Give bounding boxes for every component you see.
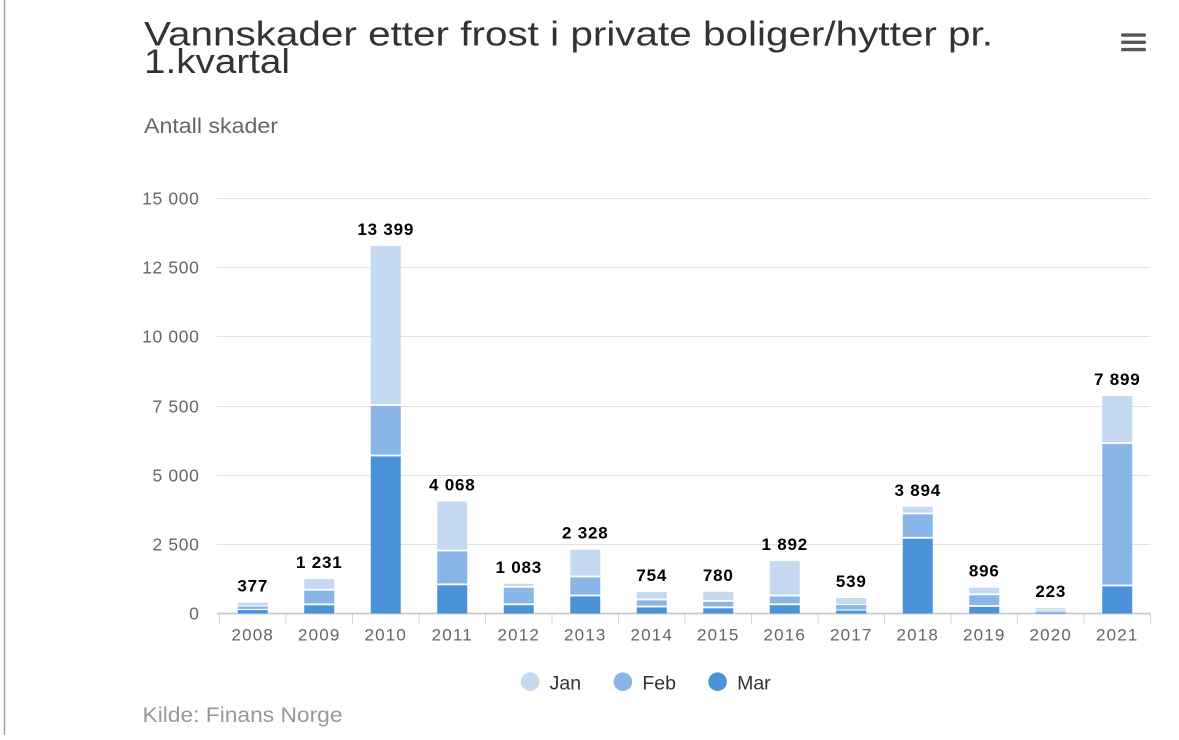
svg-text:780: 780 [703,566,734,585]
svg-text:2009: 2009 [298,626,341,645]
svg-text:754: 754 [636,566,667,585]
svg-text:2020: 2020 [1029,626,1072,645]
svg-text:1 892: 1 892 [761,535,808,554]
svg-text:223: 223 [1035,582,1066,601]
svg-text:7 500: 7 500 [152,397,199,417]
svg-text:2015: 2015 [697,626,740,645]
svg-text:2011: 2011 [432,626,473,645]
svg-text:2012: 2012 [497,626,540,645]
svg-text:2017: 2017 [830,626,873,645]
svg-text:1 083: 1 083 [495,558,542,577]
svg-text:1 231: 1 231 [296,553,343,572]
svg-text:896: 896 [969,562,1000,581]
svg-text:2021: 2021 [1096,626,1139,645]
svg-text:539: 539 [836,572,867,591]
svg-text:2014: 2014 [630,626,673,645]
svg-text:2019: 2019 [963,626,1006,645]
svg-text:Kilde: Finans Norge: Kilde: Finans Norge [143,704,343,727]
svg-text:Vannskader etter frost i priva: Vannskader etter frost i private boliger… [144,15,993,53]
svg-text:2013: 2013 [564,626,607,645]
svg-text:12 500: 12 500 [142,258,199,278]
svg-text:Antall skader: Antall skader [144,114,278,138]
svg-text:Feb: Feb [642,673,676,695]
svg-text:2018: 2018 [896,626,939,645]
svg-text:5 000: 5 000 [152,466,199,486]
svg-text:2008: 2008 [231,626,274,645]
svg-text:10 000: 10 000 [142,327,199,347]
svg-text:2 328: 2 328 [562,524,609,543]
svg-text:377: 377 [237,577,268,596]
svg-text:7 899: 7 899 [1094,370,1141,389]
svg-text:1.kvartal: 1.kvartal [144,43,290,81]
svg-text:15 000: 15 000 [142,189,199,209]
svg-text:3 894: 3 894 [894,481,941,500]
svg-text:4 068: 4 068 [429,476,476,495]
svg-text:2010: 2010 [364,626,407,645]
svg-text:Mar: Mar [737,673,771,695]
svg-text:2 500: 2 500 [152,535,199,555]
svg-text:2016: 2016 [763,626,806,645]
svg-text:0: 0 [189,604,199,624]
svg-text:13 399: 13 399 [357,220,414,239]
svg-text:Jan: Jan [550,673,581,695]
